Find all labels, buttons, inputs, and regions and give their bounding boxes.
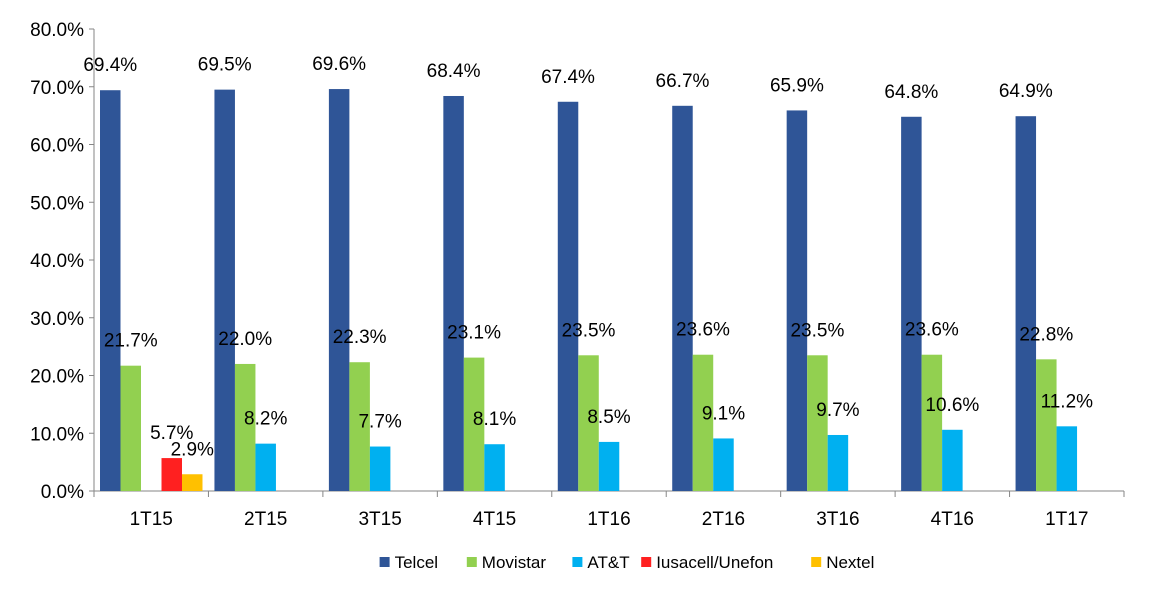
x-tick-label: 1T16 <box>587 509 630 530</box>
bar-telcel <box>214 89 235 491</box>
legend-swatch-iusacell-unefon <box>641 557 652 567</box>
legend-label: Telcel <box>395 553 438 572</box>
data-label: 21.7% <box>104 331 158 352</box>
bar-movistar <box>120 365 141 491</box>
data-label: 65.9% <box>770 75 824 96</box>
x-tick-label: 4T15 <box>473 509 516 530</box>
data-label: 22.0% <box>218 329 272 350</box>
x-tick-label: 3T15 <box>358 509 401 530</box>
y-tick-label: 70.0% <box>30 78 84 99</box>
legend-label: AT&T <box>587 553 629 572</box>
y-tick-label: 40.0% <box>30 251 84 272</box>
y-tick-label: 10.0% <box>30 424 84 445</box>
bar-at-t <box>827 434 849 491</box>
data-label: 23.5% <box>562 320 616 341</box>
data-label: 67.4% <box>541 67 595 88</box>
data-label: 69.4% <box>83 55 137 76</box>
data-label: 22.3% <box>333 327 387 348</box>
y-tick-label: 80.0% <box>30 20 84 41</box>
data-label: 64.8% <box>884 82 938 103</box>
data-label: 66.7% <box>656 71 710 92</box>
bar-iusacell-unefon <box>161 458 182 491</box>
data-label: 7.7% <box>358 412 401 433</box>
data-label: 2.9% <box>171 439 214 460</box>
bar-at-t <box>713 438 734 491</box>
y-tick-label: 0.0% <box>41 482 84 503</box>
bar-movistar <box>234 363 256 491</box>
legend-swatch-at-t <box>572 557 583 567</box>
bar-telcel <box>557 101 579 491</box>
data-label: 22.8% <box>1019 324 1073 345</box>
legend-swatch-movistar <box>466 557 477 567</box>
legend-label: Nextel <box>826 553 874 572</box>
data-label: 23.6% <box>905 320 959 341</box>
data-label: 23.5% <box>790 320 844 341</box>
bar-at-t <box>598 441 620 491</box>
bar-movistar <box>349 362 370 491</box>
y-tick-label: 60.0% <box>30 136 84 157</box>
bar-movistar <box>692 354 714 491</box>
data-label: 23.1% <box>447 323 501 344</box>
bar-telcel <box>901 116 922 491</box>
y-tick-label: 30.0% <box>30 309 84 330</box>
y-tick-label: 20.0% <box>30 367 84 388</box>
data-label: 11.2% <box>1041 391 1094 412</box>
x-tick-label: 2T16 <box>702 509 745 530</box>
bar-telcel <box>786 110 808 492</box>
data-label: 23.6% <box>676 320 730 341</box>
x-tick-label: 2T15 <box>244 509 287 530</box>
data-label: 68.4% <box>427 61 481 82</box>
legend-swatch-nextel <box>811 557 822 567</box>
bar-telcel <box>100 90 121 491</box>
bar-nextel <box>182 474 203 491</box>
bar-movistar <box>1036 359 1057 491</box>
bar-telcel <box>1015 116 1037 491</box>
legend-label: Iusacell/Unefon <box>656 553 773 572</box>
bar-telcel <box>443 95 464 492</box>
data-label: 69.6% <box>312 54 366 75</box>
x-tick-label: 4T16 <box>931 509 974 530</box>
bar-telcel <box>328 89 350 491</box>
data-label: 9.1% <box>702 403 745 424</box>
bar-at-t <box>369 446 391 491</box>
data-label: 5.7% <box>150 423 193 444</box>
x-tick-label: 1T17 <box>1045 509 1088 530</box>
data-label: 8.1% <box>473 409 516 430</box>
bar-at-t <box>255 443 276 491</box>
legend-swatch-telcel <box>379 557 390 567</box>
x-tick-label: 3T16 <box>816 509 859 530</box>
x-tick-label: 1T15 <box>130 509 173 530</box>
y-tick-label: 50.0% <box>30 193 84 214</box>
bar-at-t <box>1056 426 1078 491</box>
data-label: 69.5% <box>198 55 252 76</box>
data-label: 64.9% <box>999 81 1053 102</box>
bar-at-t <box>942 429 963 491</box>
bar-movistar <box>463 357 485 491</box>
bar-movistar <box>807 355 828 491</box>
data-label: 9.7% <box>816 400 859 421</box>
legend-label: Movistar <box>482 553 547 572</box>
data-label: 10.6% <box>925 395 979 416</box>
bar-movistar <box>578 355 599 491</box>
data-label: 8.5% <box>587 407 630 428</box>
bar-telcel <box>672 105 693 492</box>
bar-at-t <box>484 444 505 491</box>
data-label: 8.2% <box>244 409 287 430</box>
bar-movistar <box>921 354 943 491</box>
